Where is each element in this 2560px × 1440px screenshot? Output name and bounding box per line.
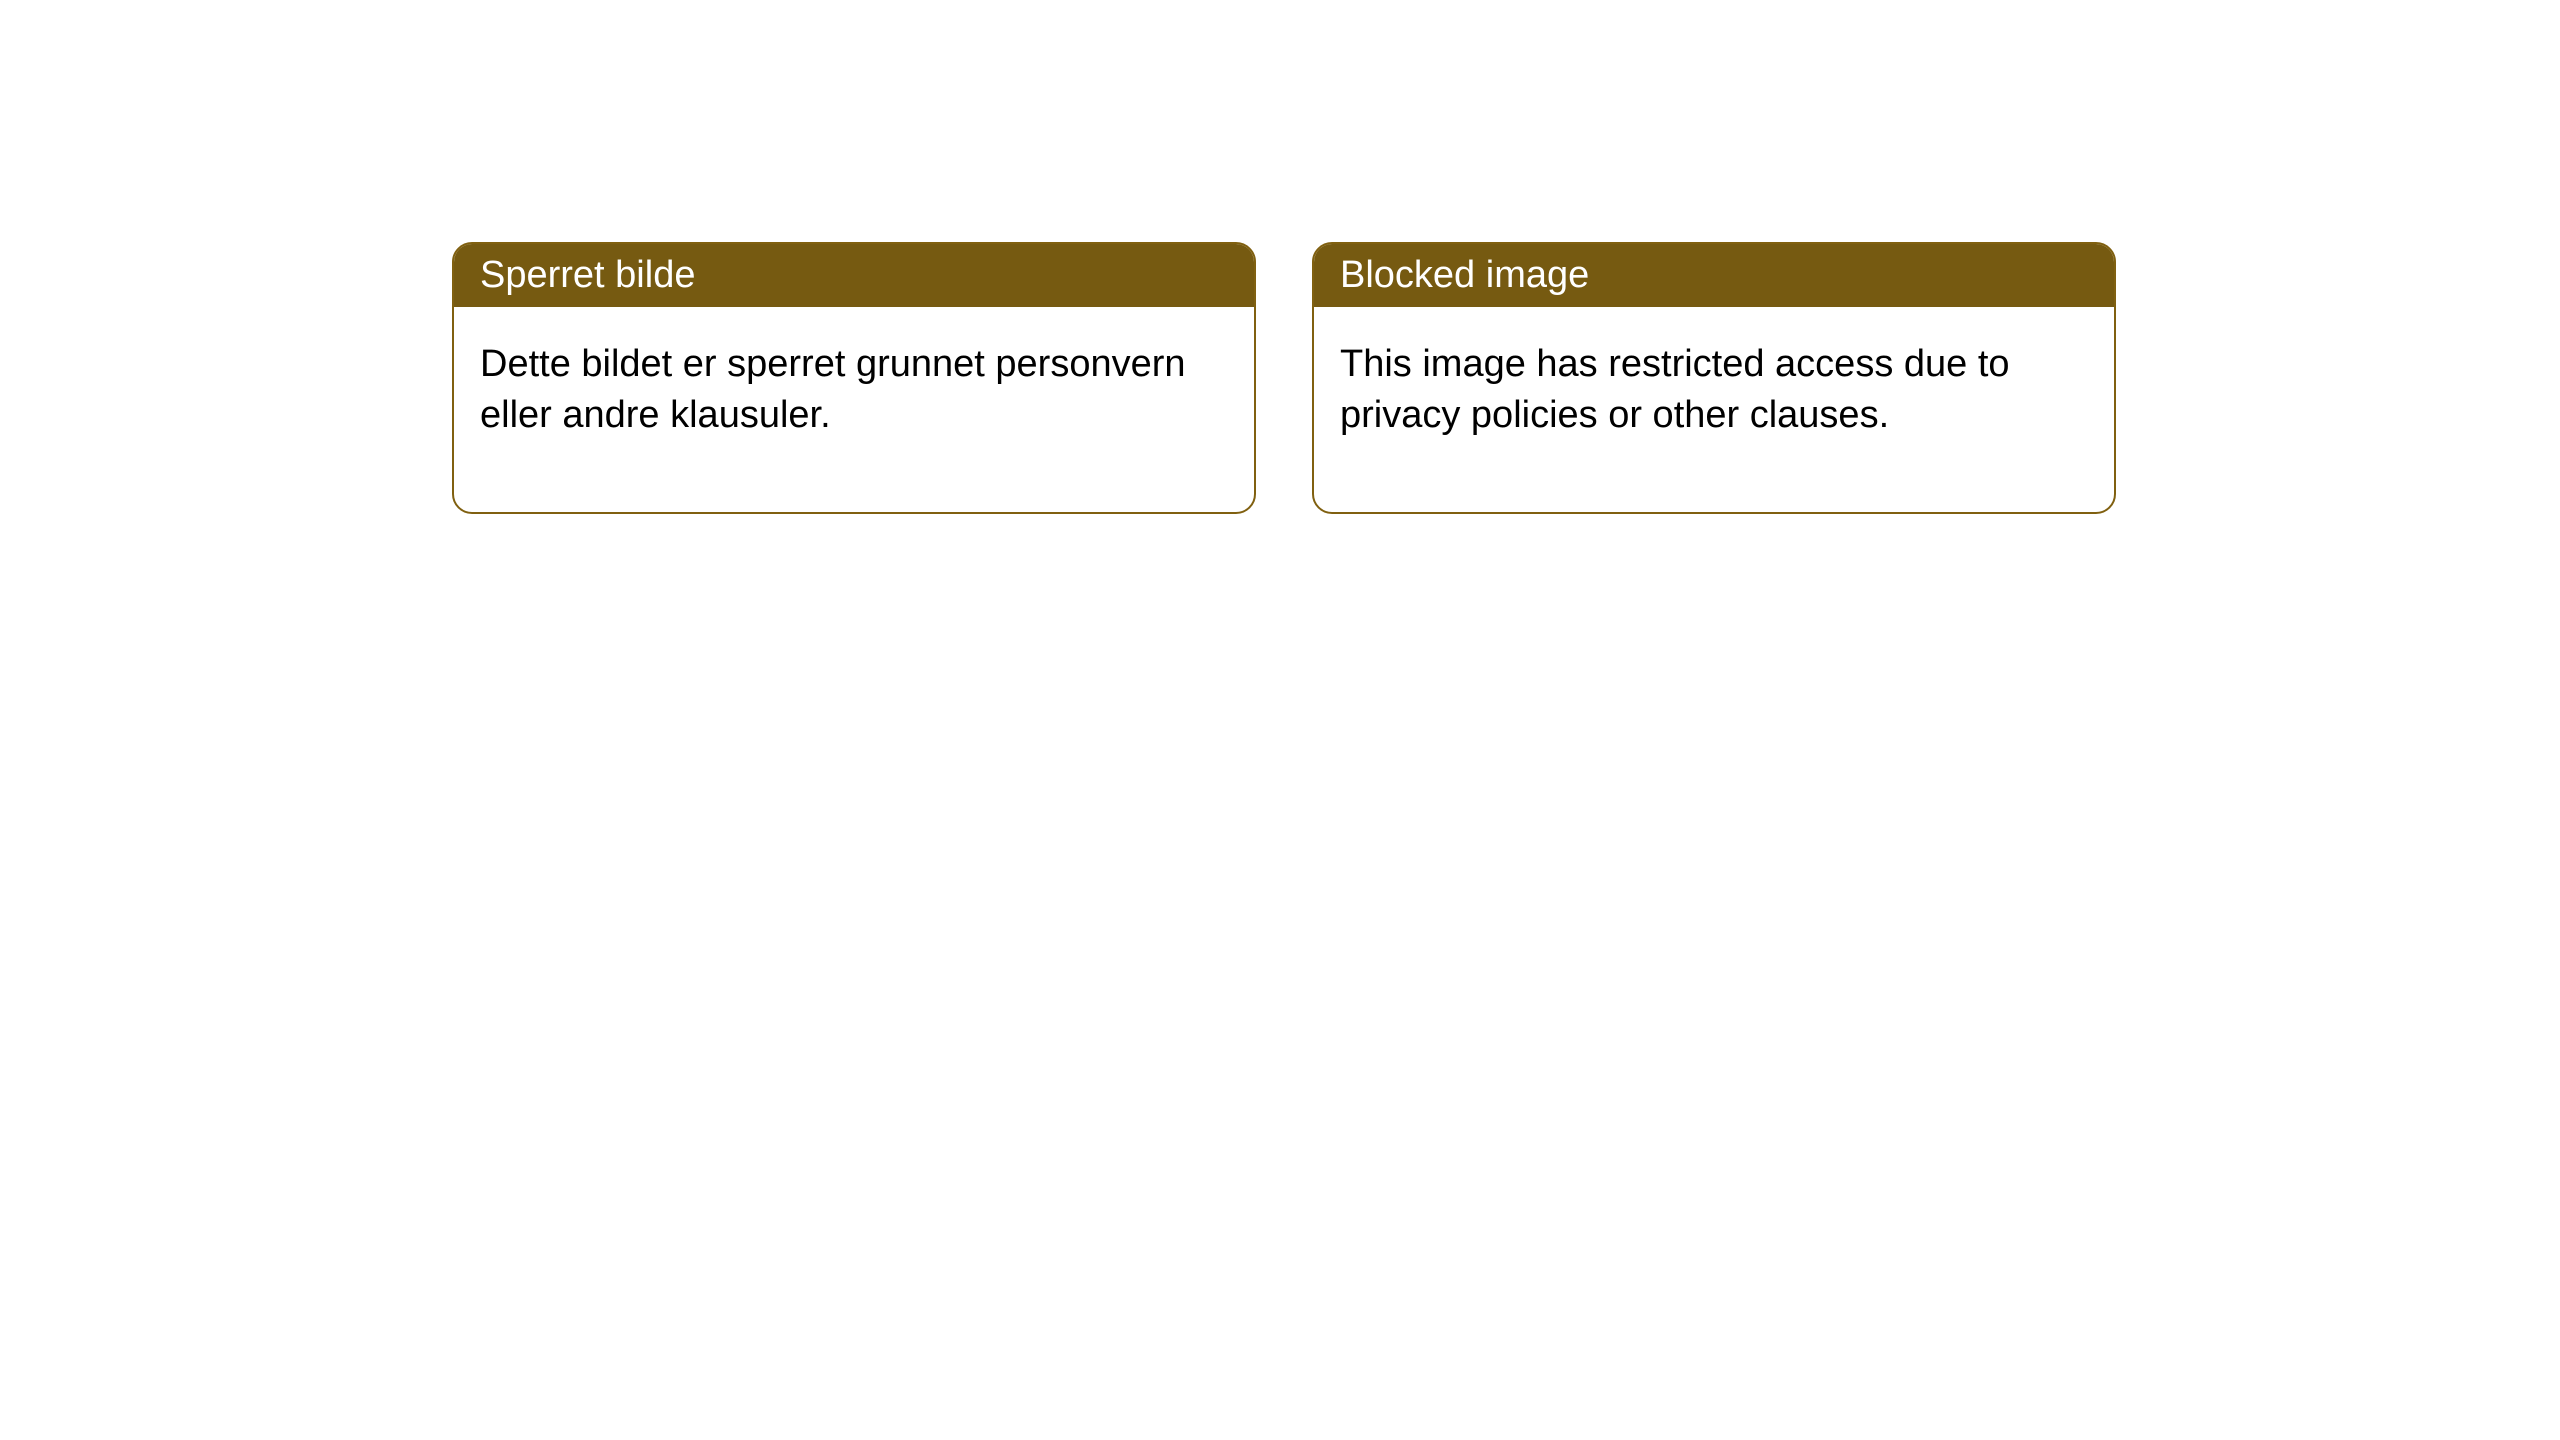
card-body: This image has restricted access due to … xyxy=(1314,307,2114,512)
notice-container: Sperret bilde Dette bildet er sperret gr… xyxy=(0,0,2560,514)
card-header: Sperret bilde xyxy=(454,244,1254,307)
notice-card-norwegian: Sperret bilde Dette bildet er sperret gr… xyxy=(452,242,1256,514)
card-body: Dette bildet er sperret grunnet personve… xyxy=(454,307,1254,512)
card-title: Sperret bilde xyxy=(480,254,695,296)
notice-card-english: Blocked image This image has restricted … xyxy=(1312,242,2116,514)
card-title: Blocked image xyxy=(1340,254,1589,296)
card-message: Dette bildet er sperret grunnet personve… xyxy=(480,343,1186,436)
card-message: This image has restricted access due to … xyxy=(1340,343,2010,436)
card-header: Blocked image xyxy=(1314,244,2114,307)
